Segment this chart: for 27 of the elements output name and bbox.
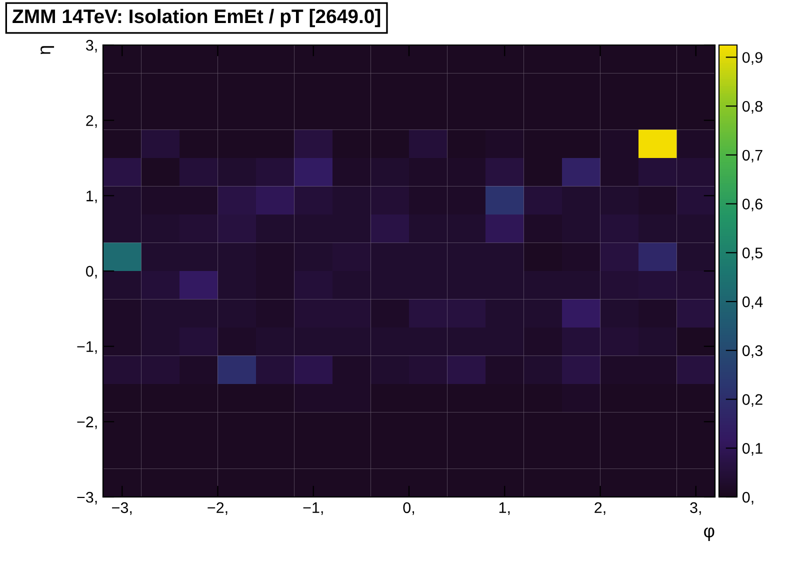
y-tick-label: 2,	[86, 115, 97, 128]
color-bar-label: 0,4	[742, 296, 763, 310]
x-tick-label: −2,	[208, 502, 228, 515]
y-tick-label: 1,	[86, 190, 97, 204]
color-bar-label: 0,7	[742, 150, 762, 162]
x-tick-label: −3,	[112, 502, 132, 515]
color-bar-label: 0,	[742, 492, 754, 504]
color-bar-label: 0,3	[742, 345, 762, 358]
x-axis-title: φ	[704, 527, 714, 541]
color-bar-label: 0,9	[742, 52, 762, 65]
color-bar-label: 0,8	[742, 100, 762, 114]
color-bar-label: 0,2	[742, 394, 762, 407]
y-tick-label: −3,	[77, 492, 97, 504]
x-tick-label: 1,	[499, 502, 510, 515]
y-tick-label: 0,	[86, 266, 97, 278]
color-bar-label: 0,6	[742, 198, 762, 212]
y-tick-label: −1,	[77, 341, 97, 354]
color-bar-label: 0,5	[742, 248, 762, 260]
x-tick-label: 2,	[594, 502, 606, 515]
y-tick-label: 3,	[86, 40, 97, 52]
x-tick-label: 3,	[690, 502, 701, 515]
y-tick-label: −2,	[77, 416, 97, 430]
x-tick-label: −1,	[303, 502, 323, 515]
y-axis-title: η	[40, 46, 54, 54]
color-bar-label: 0,1	[742, 443, 762, 456]
x-tick-label: 0,	[403, 502, 414, 515]
chart-title: ZMM 14TeV: Isolation EmEt / pT [2649.0]	[12, 8, 380, 28]
